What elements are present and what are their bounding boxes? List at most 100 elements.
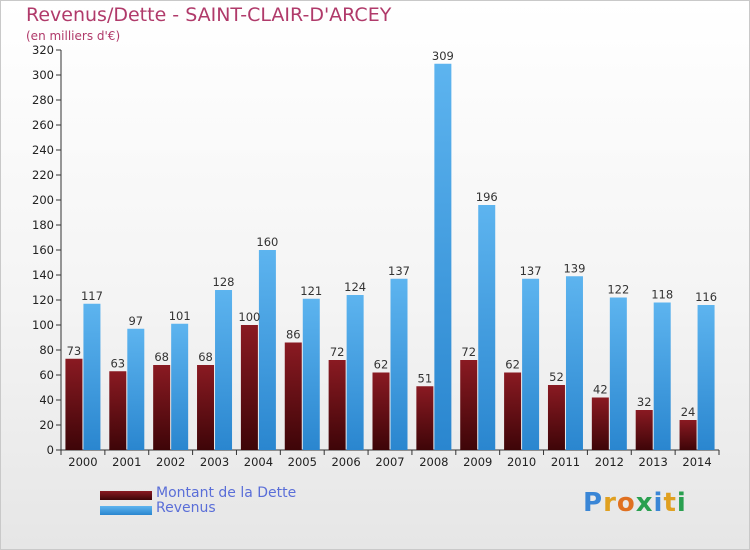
x-tick-label: 2012 [595, 455, 624, 469]
bar-revenus [697, 305, 715, 450]
data-label-dette: 73 [67, 344, 82, 358]
x-tick-label: 2008 [419, 455, 448, 469]
x-tick-label: 2001 [112, 455, 141, 469]
data-label-revenus: 124 [344, 280, 366, 294]
bar-revenus [653, 302, 671, 450]
data-label-dette: 32 [637, 395, 652, 409]
bar-dette [416, 386, 434, 450]
data-label-revenus: 309 [432, 49, 454, 63]
y-tick-label: 300 [32, 68, 54, 82]
axes: 0 20 40 60 80 100 120 140 160 180 200 220 240 260 280 3… [32, 43, 720, 457]
y-tick-label: 60 [39, 368, 54, 382]
x-tick-label: 2005 [288, 455, 317, 469]
bar-dette [197, 365, 215, 450]
bar-revenus [522, 278, 540, 450]
y-tick-label: 20 [39, 418, 54, 432]
bar-dette [328, 360, 346, 450]
bar-revenus [258, 250, 276, 450]
data-label-dette: 51 [418, 371, 433, 385]
data-label-dette: 24 [681, 405, 696, 419]
data-label-revenus: 117 [81, 289, 103, 303]
legend-swatch-dette [100, 491, 152, 500]
data-label-revenus: 196 [476, 190, 498, 204]
bar-dette [153, 365, 171, 450]
data-label-dette: 86 [286, 328, 301, 342]
legend-swatch-revenus [100, 506, 152, 515]
x-tick-label: 2007 [375, 455, 404, 469]
chart-title: Revenus/Dette - SAINT-CLAIR-D'ARCEY [26, 4, 392, 26]
bar-dette [372, 372, 390, 450]
data-label-dette: 63 [110, 356, 125, 370]
bar-dette [591, 397, 609, 450]
data-label-revenus: 137 [520, 264, 542, 278]
y-tick-label: 260 [32, 118, 54, 132]
bar-revenus [434, 63, 452, 450]
bar-dette [504, 372, 522, 450]
y-tick-label: 40 [39, 393, 54, 407]
data-label-revenus: 118 [651, 288, 673, 302]
data-label-dette: 62 [505, 358, 520, 372]
logo-letter: i [653, 488, 664, 518]
bar-revenus [346, 295, 364, 450]
data-label-revenus: 101 [169, 309, 191, 323]
x-tick-label: 2010 [507, 455, 536, 469]
data-label-dette: 68 [198, 350, 213, 364]
y-tick-label: 320 [32, 43, 54, 57]
proxiti-logo: Proxiti [583, 488, 687, 518]
bar-dette [679, 420, 697, 450]
y-tick-label: 120 [32, 293, 54, 307]
logo-letter: P [583, 488, 604, 518]
y-tick-label: 240 [32, 143, 54, 157]
bar-revenus [127, 328, 145, 450]
legend-label-dette: Montant de la Dette [156, 485, 297, 501]
chart-subtitle: (en milliers d'€) [26, 29, 121, 43]
labels: 73 117 2000 63 97 2001 68 101 2002 68 128 2003 100 16… [67, 49, 717, 469]
data-label-revenus: 97 [128, 314, 143, 328]
data-label-revenus: 116 [695, 290, 717, 304]
bar-dette [109, 371, 127, 450]
bar-dette [547, 385, 565, 450]
data-label-revenus: 121 [300, 284, 322, 298]
data-label-revenus: 122 [607, 283, 629, 297]
x-tick-label: 2013 [639, 455, 668, 469]
data-label-dette: 72 [461, 345, 476, 359]
data-label-dette: 62 [374, 358, 389, 372]
bar-dette [240, 325, 258, 450]
y-tick-label: 200 [32, 193, 54, 207]
bar-revenus [215, 290, 233, 450]
y-tick-label: 100 [32, 318, 54, 332]
logo-letter: i [676, 488, 687, 518]
x-tick-label: 2006 [331, 455, 360, 469]
bars [65, 63, 715, 450]
data-label-revenus: 137 [388, 264, 410, 278]
x-tick-label: 2004 [244, 455, 273, 469]
data-label-revenus: 139 [563, 261, 585, 275]
bar-revenus [565, 276, 583, 450]
data-label-dette: 68 [154, 350, 169, 364]
y-tick-label: 220 [32, 168, 54, 182]
bar-dette [460, 360, 478, 450]
logo-letter: x [635, 488, 654, 518]
x-tick-label: 2003 [200, 455, 229, 469]
bar-revenus [609, 297, 627, 450]
x-tick-label: 2000 [68, 455, 97, 469]
y-tick-label: 180 [32, 218, 54, 232]
data-label-dette: 100 [238, 310, 260, 324]
data-label-dette: 42 [593, 383, 608, 397]
bar-dette [65, 358, 83, 450]
bar-dette [284, 342, 302, 450]
logo-letter: t [663, 488, 677, 518]
y-tick-label: 80 [39, 343, 54, 357]
bar-revenus [171, 323, 189, 450]
y-tick-label: 0 [47, 443, 54, 457]
logo-letter: r [603, 488, 617, 518]
x-tick-label: 2011 [551, 455, 580, 469]
y-tick-label: 280 [32, 93, 54, 107]
x-tick-label: 2009 [463, 455, 492, 469]
x-tick-label: 2002 [156, 455, 185, 469]
logo-letter: o [616, 488, 636, 518]
y-tick-label: 160 [32, 243, 54, 257]
data-label-dette: 52 [549, 370, 564, 384]
